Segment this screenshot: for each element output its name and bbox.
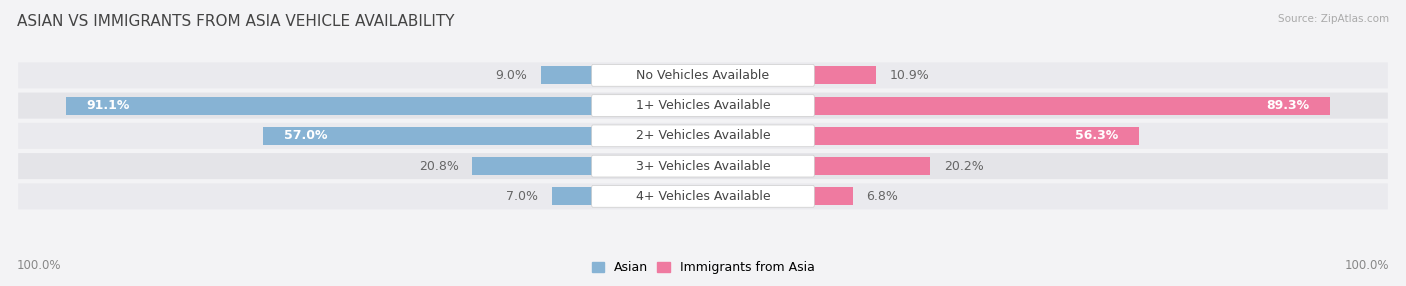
Text: 20.2%: 20.2% [943, 160, 984, 172]
Text: 91.1%: 91.1% [86, 99, 129, 112]
Text: 57.0%: 57.0% [284, 129, 328, 142]
Text: 100.0%: 100.0% [17, 259, 62, 272]
Bar [472, 157, 593, 175]
Bar [541, 66, 593, 84]
FancyBboxPatch shape [592, 95, 814, 116]
Text: 9.0%: 9.0% [495, 69, 527, 82]
Text: 100.0%: 100.0% [1344, 259, 1389, 272]
Text: 1+ Vehicles Available: 1+ Vehicles Available [636, 99, 770, 112]
FancyBboxPatch shape [18, 62, 1388, 88]
FancyBboxPatch shape [592, 64, 814, 86]
Bar [553, 187, 593, 205]
Bar [813, 96, 1330, 115]
Text: 3+ Vehicles Available: 3+ Vehicles Available [636, 160, 770, 172]
Text: 7.0%: 7.0% [506, 190, 538, 203]
Bar [66, 96, 593, 115]
Legend: Asian, Immigrants from Asia: Asian, Immigrants from Asia [586, 256, 820, 279]
Text: 89.3%: 89.3% [1267, 99, 1309, 112]
FancyBboxPatch shape [18, 93, 1388, 119]
Text: Source: ZipAtlas.com: Source: ZipAtlas.com [1278, 14, 1389, 24]
Text: 20.8%: 20.8% [419, 160, 458, 172]
Text: 6.8%: 6.8% [866, 190, 898, 203]
FancyBboxPatch shape [18, 153, 1388, 179]
Bar [813, 66, 876, 84]
FancyBboxPatch shape [18, 183, 1388, 209]
FancyBboxPatch shape [18, 123, 1388, 149]
FancyBboxPatch shape [592, 155, 814, 177]
Text: 2+ Vehicles Available: 2+ Vehicles Available [636, 129, 770, 142]
Text: ASIAN VS IMMIGRANTS FROM ASIA VEHICLE AVAILABILITY: ASIAN VS IMMIGRANTS FROM ASIA VEHICLE AV… [17, 14, 454, 29]
Text: No Vehicles Available: No Vehicles Available [637, 69, 769, 82]
Text: 10.9%: 10.9% [890, 69, 929, 82]
FancyBboxPatch shape [592, 125, 814, 147]
Bar [813, 157, 931, 175]
Bar [813, 127, 1139, 145]
Bar [263, 127, 593, 145]
Text: 4+ Vehicles Available: 4+ Vehicles Available [636, 190, 770, 203]
Bar [813, 187, 852, 205]
Text: 56.3%: 56.3% [1076, 129, 1118, 142]
FancyBboxPatch shape [592, 185, 814, 207]
